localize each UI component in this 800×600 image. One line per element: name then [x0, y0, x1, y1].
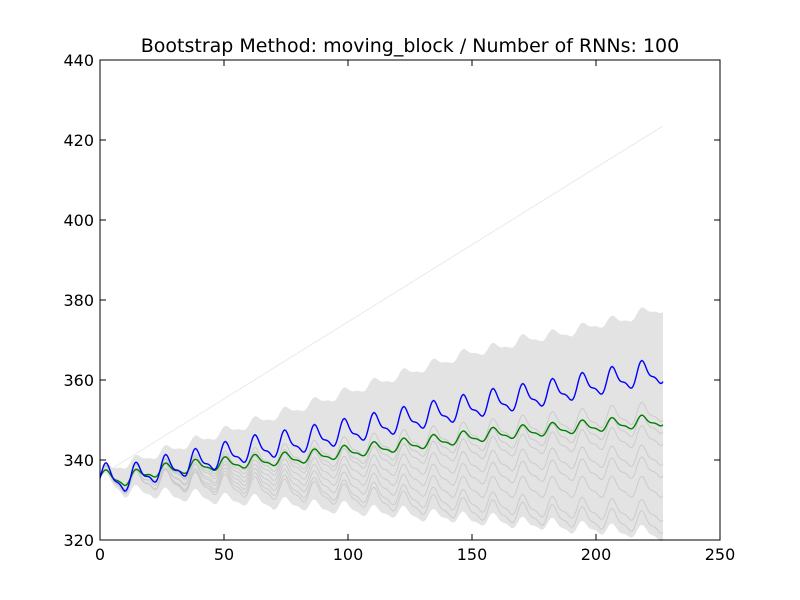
chart-title: Bootstrap Method: moving_block / Number … [141, 35, 679, 57]
y-tick-label-3: 380 [63, 291, 94, 310]
x-tick-label-2: 100 [333, 545, 364, 564]
x-tick-label-0: 0 [95, 545, 105, 564]
y-tick-label-6: 440 [63, 51, 94, 70]
series-line-0 [99, 125, 664, 477]
x-tick-label-1: 50 [214, 545, 234, 564]
y-tick-label-2: 360 [63, 371, 94, 390]
series-layer [99, 125, 664, 534]
series-line-10 [99, 465, 664, 534]
series-line-2 [99, 414, 664, 487]
y-tick-label-1: 340 [63, 451, 94, 470]
y-tick-label-5: 420 [63, 131, 94, 150]
series-line-3 [99, 401, 664, 490]
y-tick-label-4: 400 [63, 211, 94, 230]
x-tick-label-5: 250 [705, 545, 736, 564]
series-line-8 [99, 465, 664, 498]
series-line-9 [99, 465, 664, 522]
x-tick-label-3: 150 [457, 545, 488, 564]
series-line-6 [99, 444, 664, 494]
x-tick-label-4: 200 [581, 545, 612, 564]
plot-area: 0 50 100 150 200 250 320 340 360 380 400 420 440 [63, 51, 735, 564]
ticks-layer: 0 50 100 150 200 250 320 340 360 380 400 420 440 [63, 51, 735, 564]
y-tick-label-0: 320 [63, 531, 94, 550]
series-line-7 [99, 456, 664, 494]
series-line-1 [99, 359, 664, 492]
series-line-4 [99, 413, 664, 490]
